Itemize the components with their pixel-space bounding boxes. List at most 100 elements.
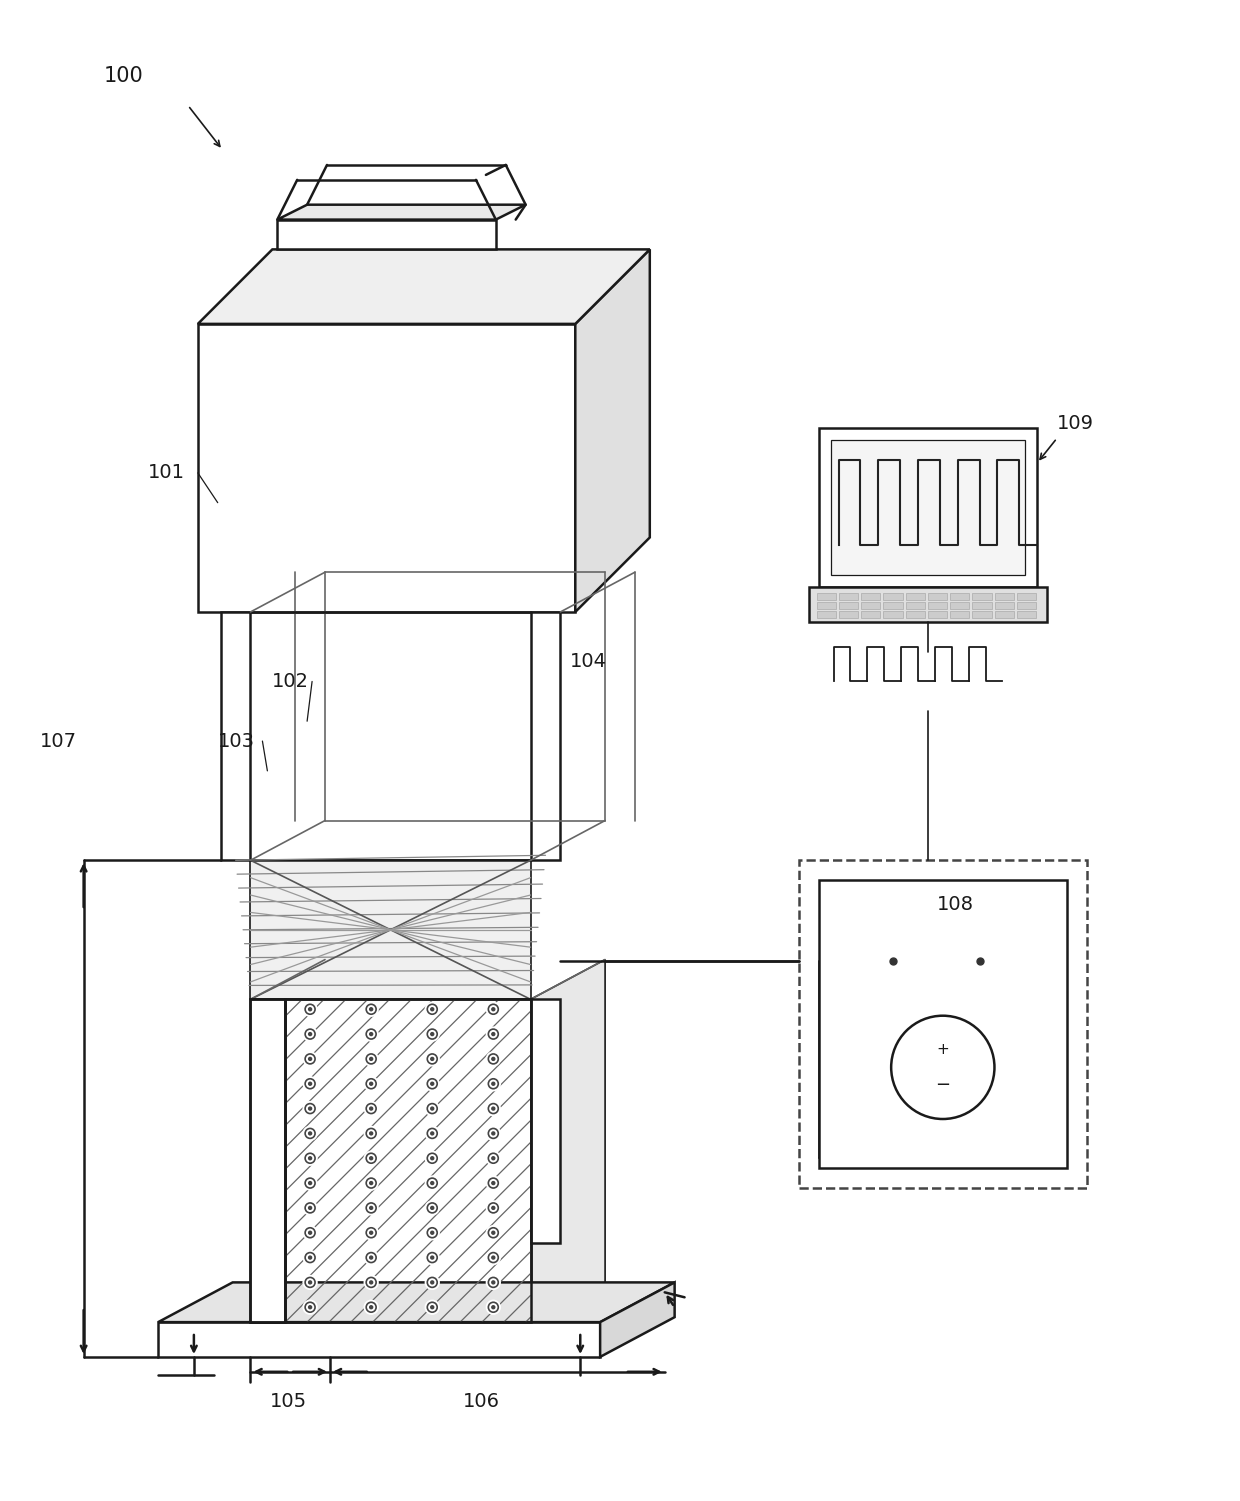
- Bar: [250, 1000, 285, 1322]
- Bar: [994, 602, 1014, 609]
- Circle shape: [425, 1276, 439, 1289]
- Polygon shape: [198, 249, 650, 324]
- Circle shape: [430, 1082, 434, 1085]
- Circle shape: [425, 1177, 439, 1190]
- Bar: [839, 611, 858, 618]
- Circle shape: [492, 1057, 495, 1060]
- Circle shape: [425, 1052, 439, 1066]
- Bar: [861, 611, 880, 618]
- Circle shape: [309, 1231, 311, 1234]
- Bar: [817, 593, 836, 600]
- Circle shape: [492, 1007, 495, 1010]
- Circle shape: [425, 1201, 439, 1214]
- Bar: [883, 593, 903, 600]
- Circle shape: [365, 1226, 378, 1240]
- Bar: [1017, 611, 1037, 618]
- Bar: [950, 602, 970, 609]
- Bar: [861, 602, 880, 609]
- Circle shape: [303, 1076, 317, 1091]
- Circle shape: [309, 1108, 311, 1111]
- Circle shape: [492, 1157, 495, 1160]
- Text: −: −: [935, 1076, 950, 1094]
- Circle shape: [430, 1231, 434, 1234]
- Circle shape: [430, 1306, 434, 1309]
- Circle shape: [309, 1132, 311, 1135]
- Circle shape: [309, 1280, 311, 1283]
- Bar: [531, 612, 560, 860]
- Bar: [285, 1000, 531, 1322]
- Bar: [883, 611, 903, 618]
- Circle shape: [486, 1226, 500, 1240]
- Circle shape: [425, 1250, 439, 1264]
- Circle shape: [365, 1201, 378, 1214]
- Circle shape: [892, 1016, 994, 1120]
- Circle shape: [430, 1181, 434, 1184]
- Circle shape: [486, 1201, 500, 1214]
- Text: 109: 109: [1056, 414, 1094, 432]
- Bar: [799, 860, 1086, 1187]
- Circle shape: [370, 1207, 373, 1210]
- Circle shape: [425, 1102, 439, 1115]
- Polygon shape: [278, 204, 526, 219]
- Bar: [285, 1000, 531, 1322]
- Bar: [531, 1000, 560, 1243]
- Circle shape: [303, 1126, 317, 1141]
- Circle shape: [430, 1057, 434, 1060]
- Polygon shape: [159, 1282, 675, 1322]
- Circle shape: [309, 1007, 311, 1010]
- Circle shape: [303, 1151, 317, 1165]
- Circle shape: [370, 1132, 373, 1135]
- Circle shape: [365, 1052, 378, 1066]
- Text: 103: 103: [218, 731, 254, 750]
- Bar: [928, 611, 947, 618]
- Circle shape: [365, 1076, 378, 1091]
- Circle shape: [309, 1207, 311, 1210]
- Circle shape: [309, 1306, 311, 1309]
- Circle shape: [365, 1276, 378, 1289]
- Bar: [817, 602, 836, 609]
- Bar: [198, 324, 575, 612]
- Bar: [831, 440, 1025, 575]
- Circle shape: [370, 1108, 373, 1111]
- Circle shape: [370, 1280, 373, 1283]
- Circle shape: [486, 1027, 500, 1042]
- Circle shape: [370, 1057, 373, 1060]
- Bar: [159, 1322, 600, 1357]
- Text: 102: 102: [273, 672, 309, 690]
- Bar: [1017, 602, 1037, 609]
- Circle shape: [425, 1126, 439, 1141]
- Circle shape: [303, 1027, 317, 1042]
- Bar: [972, 611, 992, 618]
- Circle shape: [486, 1276, 500, 1289]
- Circle shape: [492, 1082, 495, 1085]
- Circle shape: [370, 1306, 373, 1309]
- Circle shape: [492, 1256, 495, 1259]
- Text: 100: 100: [103, 66, 144, 86]
- Polygon shape: [278, 219, 496, 249]
- Circle shape: [370, 1157, 373, 1160]
- Circle shape: [492, 1231, 495, 1234]
- Circle shape: [486, 1250, 500, 1264]
- Circle shape: [430, 1132, 434, 1135]
- Circle shape: [370, 1181, 373, 1184]
- Bar: [818, 880, 1066, 1168]
- Circle shape: [309, 1157, 311, 1160]
- Circle shape: [486, 1052, 500, 1066]
- Circle shape: [303, 1226, 317, 1240]
- Bar: [808, 587, 1047, 621]
- Circle shape: [425, 1300, 439, 1315]
- Bar: [839, 602, 858, 609]
- Text: +: +: [936, 1042, 949, 1057]
- Bar: [221, 612, 250, 860]
- Circle shape: [365, 1003, 378, 1016]
- Circle shape: [303, 1102, 317, 1115]
- Text: 108: 108: [936, 896, 973, 914]
- Text: 106: 106: [463, 1391, 500, 1411]
- Circle shape: [430, 1108, 434, 1111]
- Bar: [972, 602, 992, 609]
- Circle shape: [492, 1132, 495, 1135]
- Bar: [818, 428, 1037, 587]
- Circle shape: [370, 1256, 373, 1259]
- Polygon shape: [531, 959, 605, 1322]
- Circle shape: [425, 1151, 439, 1165]
